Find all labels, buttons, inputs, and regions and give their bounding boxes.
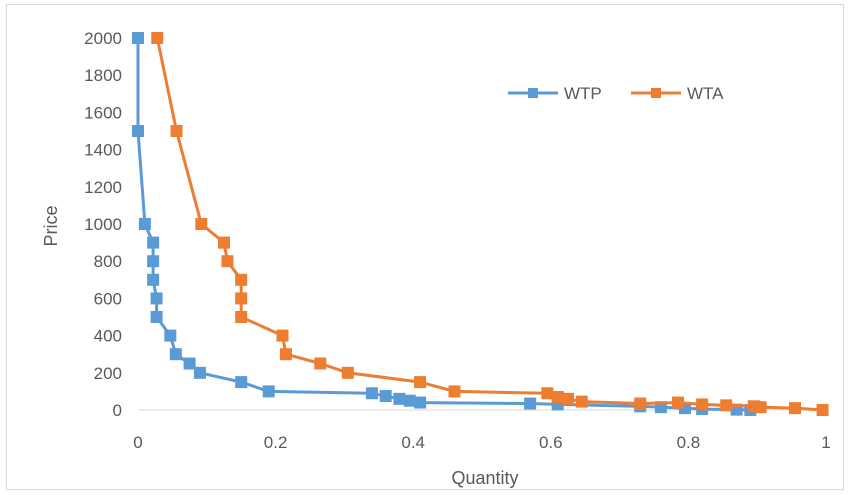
legend-wta-label: WTA (687, 84, 724, 103)
series-wta-point (218, 236, 230, 249)
y-tick-label: 200 (94, 364, 122, 383)
series-wta-point (562, 392, 574, 405)
series-wta-point (341, 366, 354, 379)
series-wta-point (541, 387, 554, 400)
series-wta-point (696, 398, 709, 411)
series-wta-point (551, 390, 564, 403)
legend-wtp-label: WTP (564, 84, 602, 103)
legend-item-wtp: WTP (508, 84, 602, 103)
x-tick-label: 0.2 (264, 433, 288, 452)
series-wta-point (170, 125, 183, 137)
series-wta-point (235, 292, 248, 305)
series-layer (132, 32, 829, 416)
y-tick-label: 800 (94, 252, 122, 271)
series-wtp-point (379, 390, 392, 403)
series-wtp-point (235, 376, 248, 389)
series-wta-point (221, 255, 234, 268)
x-tick-label: 0 (133, 433, 142, 452)
series-wta-point (672, 396, 685, 409)
series-wtp-point (132, 125, 144, 137)
legend: WTP WTA (508, 84, 724, 103)
y-tick-label: 400 (94, 327, 122, 346)
series-wta-point (448, 385, 461, 398)
legend-wta-marker (651, 88, 661, 98)
series-wtp-point (365, 387, 378, 400)
series-wta-point (235, 311, 248, 323)
y-axis-ticks: 0 200 400 600 800 1000 1200 1400 1600 1800 2000 (84, 29, 122, 420)
x-tick-label: 0.6 (539, 433, 563, 452)
series-wtp-point (164, 329, 177, 342)
series-wta-point (789, 402, 802, 415)
series-wta (151, 32, 829, 416)
series-wtp-point (183, 357, 196, 370)
series-wtp-point (147, 255, 160, 268)
series-wta-point (414, 376, 427, 389)
y-tick-label: 1600 (84, 103, 122, 122)
series-wtp-point (414, 396, 427, 409)
series-wta-point (634, 397, 647, 410)
y-tick-label: 1400 (84, 141, 122, 160)
x-axis-ticks: 0 0.2 0.4 0.6 0.8 1 (133, 433, 830, 452)
y-tick-label: 0 (113, 401, 122, 420)
legend-item-wta: WTA (631, 84, 724, 103)
series-wtp-point (150, 311, 163, 323)
series-wtp-point (169, 348, 182, 361)
series-wta-point (754, 401, 767, 414)
y-tick-label: 2000 (84, 29, 122, 48)
series-wta-point (314, 357, 327, 370)
x-tick-label: 0.8 (677, 433, 701, 452)
series-wta-point (195, 218, 208, 230)
y-tick-label: 1200 (84, 178, 122, 197)
series-wtp-point (393, 392, 406, 405)
series-wtp-point (147, 273, 160, 286)
x-tick-label: 0.4 (401, 433, 425, 452)
series-wta-point (276, 329, 289, 342)
series-wta-point (816, 404, 829, 416)
x-tick-label: 1 (821, 433, 830, 452)
y-axis-title: Price (41, 205, 61, 246)
series-wtp-point (262, 385, 275, 398)
series-wtp-point (138, 218, 151, 230)
legend-wtp-marker (528, 88, 538, 98)
y-tick-label: 1000 (84, 215, 122, 234)
series-wta-point (279, 348, 292, 361)
series-wtp-point (150, 292, 163, 305)
series-wtp-point (193, 366, 206, 379)
x-axis-title: Quantity (451, 468, 518, 488)
series-wtp-point (147, 236, 160, 249)
series-wta-point (235, 273, 248, 286)
series-wtp-point (403, 394, 416, 407)
series-wta-point (575, 395, 588, 408)
series-wtp-point (524, 397, 537, 410)
series-wtp (132, 32, 757, 416)
series-wta-point (151, 32, 164, 44)
series-wta-point (720, 399, 733, 412)
y-tick-label: 1800 (84, 66, 122, 85)
series-wtp-point (132, 32, 144, 44)
y-tick-label: 600 (94, 289, 122, 308)
